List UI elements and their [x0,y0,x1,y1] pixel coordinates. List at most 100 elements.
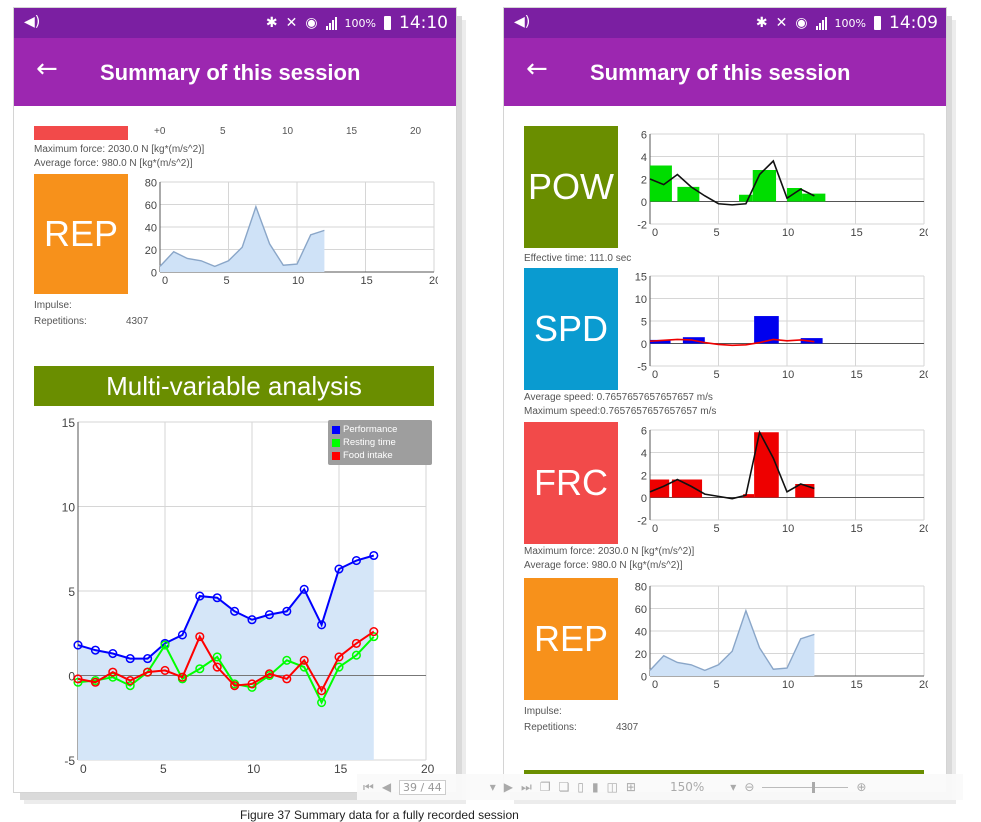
figure-caption: Figure 37 Summary data for a fully recor… [240,808,519,822]
series-point [317,697,327,708]
repetitions-value: 4307 [616,722,639,733]
bar [754,432,779,498]
volume-icon: ◀) [24,14,41,30]
y-tick-label: 15 [635,272,647,284]
y-tick-label: -2 [637,516,647,528]
y-tick-label: 40 [635,627,647,639]
y-tick-label: 40 [145,223,157,235]
pdf-toolbar: ⏮ ◀ 39 / 44 ▾ ▶ ⏭ ❐ ❏ ▯ ▮ ◫ ⊞ 150% ▾ ⊖ ⊕ [357,774,963,800]
zoom-level[interactable]: 150% [669,780,705,794]
avg-force-text: Average force: 980.0 N [kg*(m/s^2)] [34,158,193,169]
multivariable-chart: 0 5 10 15 20 -5 0 5 10 15 [62,416,435,776]
x-tick-label: 5 [714,369,720,381]
last-page-icon[interactable]: ⏭ [521,779,532,794]
continuous-page-icon[interactable]: ▮ [591,780,599,794]
battery-percent: 100% [344,16,376,30]
zoom-out-icon[interactable]: ⊖ [744,780,755,794]
y-tick-label: 5 [641,317,647,329]
x-tick-label: 20 [919,369,928,381]
zoom-dropdown-icon[interactable]: ▾ [730,780,737,794]
series-point [212,662,222,672]
x-tick-label: 0 [80,762,87,776]
battery-icon [874,16,881,30]
zoom-slider[interactable] [762,781,849,793]
y-tick-label: 4 [641,448,647,460]
single-page-icon[interactable]: ▯ [577,780,584,794]
page-number-field[interactable]: 39 / 44 [399,779,446,795]
series-point [369,632,379,642]
y-tick-label: -5 [64,754,75,768]
series-point [177,672,187,682]
avg-speed-text: Average speed: 0.7657657657657657 m/s [524,392,713,403]
prev-page-icon[interactable]: ◀ [381,780,392,794]
x-tick-label: 0 [652,369,658,381]
legend-label: Performance [343,424,398,435]
series-point [160,665,170,675]
y-tick-label: 80 [635,582,647,594]
bar [743,494,755,498]
x-tick-label: 15 [334,762,348,776]
trend-line [649,429,815,500]
two-page-icon[interactable]: ◫ [606,780,618,794]
x-tick-label: 15 [851,523,863,535]
series-point [125,654,135,664]
series-point [230,681,240,691]
series-point [317,686,327,696]
trend-line [649,338,815,347]
y-tick-label: 0 [68,670,75,684]
series-point [212,652,222,662]
x-tick-label: 5 [224,275,230,287]
rep-chart-left: 0 5 10 15 20 0 20 40 60 80 [145,178,438,288]
paste-icon[interactable]: ❏ [558,780,570,794]
legend-item: Resting time [332,436,428,449]
series-point [73,640,83,650]
legend-swatch [332,438,340,447]
series-point [177,630,187,640]
copy-icon[interactable]: ❐ [539,780,551,794]
performance-area-fill [78,555,374,760]
x-tick-label: 15 [851,369,863,381]
wifi-icon: ◉ [795,15,808,31]
series-point [317,620,327,630]
y-tick-label: 20 [635,649,647,661]
y-tick-label: 80 [145,178,157,190]
fit-page-icon[interactable]: ⊞ [625,780,636,794]
next-page-icon[interactable]: ▶ [503,780,514,794]
tick-label: 20 [410,126,422,137]
x-tick-label: 5 [160,762,167,776]
zoom-in-icon[interactable]: ⊕ [856,780,867,794]
y-tick-label: 6 [641,130,647,142]
clock: 14:09 [889,13,938,33]
y-tick-label: 15 [62,416,76,430]
y-tick-label: 0 [641,339,647,351]
series-point [108,672,118,682]
mute-icon: ✕ [285,15,298,31]
legend-swatch [332,451,340,460]
series-point [299,584,309,594]
spd-chart: 0 5 10 15 20 -5 0 5 10 15 [635,272,928,382]
first-page-icon[interactable]: ⏮ [363,779,374,794]
y-tick-label: 2 [641,471,647,483]
max-force-text: Maximum force: 2030.0 N [kg*(m/s^2)] [524,546,695,557]
area-fill [650,610,815,676]
series-point [351,556,361,566]
x-tick-label: 10 [247,762,261,776]
y-tick-label: 20 [145,245,157,257]
x-tick-label: 10 [782,523,794,535]
back-arrow-icon[interactable]: ← [36,54,58,84]
series-point [351,638,361,648]
impulse-label: Impulse: [34,300,72,311]
legend-label: Resting time [343,437,396,448]
zoom-slider-thumb[interactable] [812,781,816,793]
series-point [90,677,100,687]
x-tick-label: 20 [429,275,438,287]
series-point [143,667,153,677]
bar [677,186,700,202]
repetitions-label: Repetitions: [524,722,577,733]
tick-label: 5 [220,126,226,137]
multivariable-banner: Multi-variable analysis [34,366,434,406]
pow-chart: 0 5 10 15 20 -2 0 2 4 6 [637,130,928,240]
back-arrow-icon[interactable]: ← [526,54,548,84]
page-dropdown-icon[interactable]: ▾ [489,780,496,794]
x-tick-label: 15 [851,679,863,691]
